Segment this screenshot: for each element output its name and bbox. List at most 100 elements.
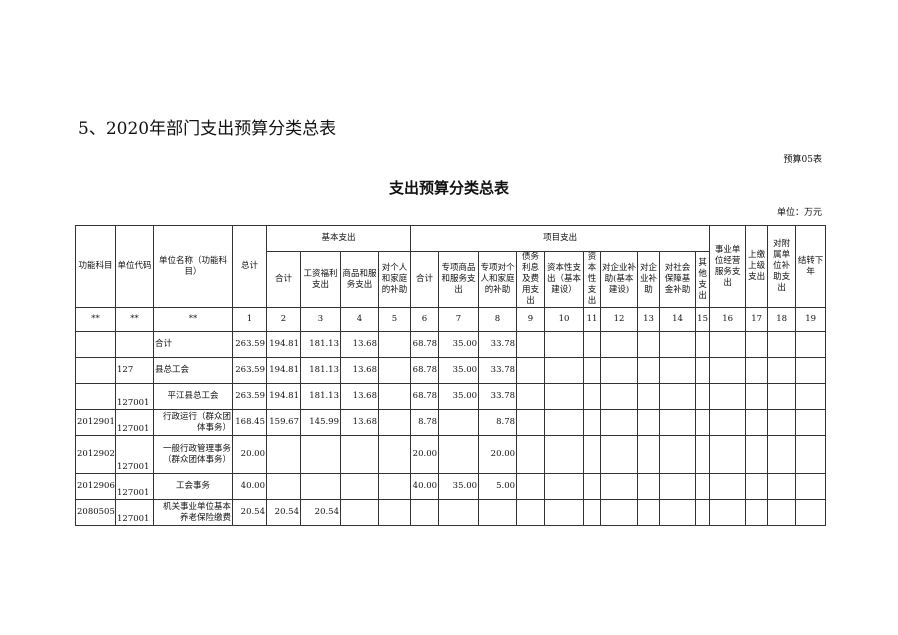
table-cell: 18 <box>767 307 797 332</box>
table-cell <box>795 435 827 474</box>
table-cell <box>438 435 480 474</box>
table-cell <box>795 499 827 526</box>
table-cell: 159.67 <box>266 409 301 436</box>
table-cell: 15 <box>695 307 711 332</box>
table-cell <box>709 473 747 500</box>
table-cell: 145.99 <box>300 409 341 436</box>
table-cell: 14 <box>659 307 697 332</box>
table-cell: 行政运行（群众团体事务） <box>153 409 233 436</box>
table-cell <box>300 473 341 500</box>
table-cell <box>767 409 797 436</box>
table-cell <box>583 473 602 500</box>
table-cell <box>767 473 797 500</box>
table-cell: 合计 <box>266 251 301 308</box>
table-cell <box>583 331 602 358</box>
table-cell: 合计 <box>153 331 233 358</box>
table-cell: 专项商品和服务支出 <box>438 251 480 308</box>
table-cell: 对附属单位补助支出 <box>767 225 797 308</box>
table-cell <box>377 409 412 436</box>
form-code: 预算05表 <box>783 155 822 165</box>
table-cell: 合计 <box>410 251 440 308</box>
table-cell <box>377 473 412 500</box>
table-cell: 项目支出 <box>410 225 711 252</box>
table-cell <box>340 473 379 500</box>
table-cell <box>745 435 769 474</box>
table-cell <box>377 331 412 358</box>
table-cell: 专项对个人和家庭的补助 <box>478 251 518 308</box>
page-title: 5、2020年部门支出预算分类总表 <box>78 119 337 139</box>
table-cell: 11 <box>583 307 602 332</box>
table-cell <box>745 331 769 358</box>
table-cell: 8.78 <box>410 409 440 436</box>
table-cell <box>516 409 546 436</box>
table-cell <box>659 409 697 436</box>
table-cell <box>745 383 769 410</box>
table-cell <box>637 357 661 384</box>
table-cell <box>544 383 585 410</box>
table-cell <box>709 357 747 384</box>
table-cell <box>377 383 412 410</box>
table-cell: 事业单位经营服务支出 <box>709 225 747 308</box>
table-cell <box>340 499 379 526</box>
table-cell <box>583 383 602 410</box>
table-cell: 33.78 <box>478 383 518 410</box>
table-cell: 3 <box>300 307 341 332</box>
table-cell: 对企业补助 <box>637 251 661 308</box>
table-cell: 68.78 <box>410 357 440 384</box>
table-cell <box>637 499 661 526</box>
table-cell <box>795 331 827 358</box>
table-cell: 2012906 <box>75 473 116 500</box>
table-cell <box>795 383 827 410</box>
table-cell: 20.00 <box>478 435 518 474</box>
table-cell: 127001 <box>115 435 154 474</box>
table-cell <box>745 357 769 384</box>
table-cell: 13.68 <box>340 331 379 358</box>
table-cell: 5 <box>377 307 412 332</box>
table-cell: 263.59 <box>232 331 267 358</box>
table-cell: 35.00 <box>438 473 480 500</box>
table-cell: 2012902 <box>75 435 116 474</box>
table-cell <box>544 473 585 500</box>
table-cell <box>695 499 711 526</box>
table-title: 支出预算分类总表 <box>388 179 509 197</box>
table-cell <box>637 383 661 410</box>
table-cell: 127001 <box>115 409 154 436</box>
table-cell: ** <box>153 307 233 332</box>
table-cell <box>377 499 412 526</box>
table-cell: 2012901 <box>75 409 116 436</box>
table-cell: 19 <box>795 307 827 332</box>
table-cell <box>795 409 827 436</box>
table-cell: 16 <box>709 307 747 332</box>
table-cell: 1 <box>232 307 267 332</box>
table-cell: 6 <box>410 307 440 332</box>
table-cell <box>600 499 639 526</box>
table-cell: 7 <box>438 307 480 332</box>
table-cell: 33.78 <box>478 331 518 358</box>
table-cell <box>767 383 797 410</box>
table-cell: 20.00 <box>232 435 267 474</box>
table-cell: 债务利息及费用支出 <box>516 251 546 308</box>
table-cell <box>637 331 661 358</box>
table-cell <box>377 435 412 474</box>
table-row: 2012902 127001 一般行政管理事务（群众团体事务） 20.00 20.00 2… <box>75 435 827 474</box>
table-cell <box>767 435 797 474</box>
table-cell <box>340 435 379 474</box>
table-cell <box>516 383 546 410</box>
table-cell <box>767 331 797 358</box>
table-cell: 263.59 <box>232 383 267 410</box>
table-cell: 工会事务 <box>153 473 233 500</box>
table-row: 127001 平江县总工会 263.59 194.81 181.13 13.68 68.78… <box>75 383 827 410</box>
table-cell: 总计 <box>232 225 267 308</box>
table-cell: ** <box>75 307 116 332</box>
table-row: 2080505 127001 机关事业单位基本养老保险缴费 20.54 20.54 20.… <box>75 499 827 526</box>
table-cell: ** <box>115 307 154 332</box>
table-row: 127 县总工会 263.59 194.81 181.13 13.68 68.78 35.00… <box>75 357 827 384</box>
table-cell <box>516 331 546 358</box>
table-cell: 对个人和家庭的补助 <box>377 251 412 308</box>
table-cell: 13 <box>637 307 661 332</box>
table-cell <box>600 331 639 358</box>
table-cell <box>745 409 769 436</box>
table-cell <box>659 473 697 500</box>
table-cell: 127001 <box>115 383 154 410</box>
table-cell <box>767 499 797 526</box>
